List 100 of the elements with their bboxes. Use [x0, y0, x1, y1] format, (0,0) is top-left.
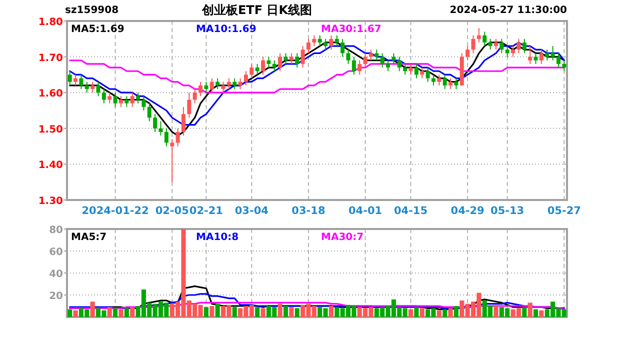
candlestick — [118, 96, 123, 108]
bar — [124, 308, 129, 317]
candlestick — [476, 28, 481, 43]
candlestick — [295, 52, 300, 68]
bar — [522, 307, 527, 317]
x-tick-label: 04-15 — [394, 205, 428, 217]
bar — [260, 308, 266, 317]
candlestick — [306, 38, 310, 54]
bar — [528, 302, 532, 317]
bar — [204, 307, 208, 317]
y-tick-label: 1.50 — [38, 124, 64, 136]
candlestick — [74, 74, 78, 86]
text: sz159908 — [65, 5, 119, 16]
y-tick-label: 40 — [49, 269, 64, 280]
y-tick-label: 1.40 — [38, 160, 64, 172]
candlestick — [272, 60, 276, 72]
bar — [494, 304, 498, 317]
candlestick — [442, 74, 447, 90]
bar — [278, 304, 282, 317]
text: MA10:1.69 — [196, 24, 256, 35]
candlestick — [505, 46, 510, 58]
candlestick — [312, 34, 316, 47]
candlestick — [488, 38, 492, 50]
bar — [130, 307, 135, 317]
bar — [113, 308, 118, 317]
text: MA5:7 — [71, 232, 107, 243]
chart-title: 创业板ETF 日K线图 — [200, 3, 312, 17]
candlestick — [324, 38, 328, 50]
candlestick — [90, 81, 95, 94]
bar — [73, 310, 78, 317]
candlestick — [221, 81, 226, 94]
bar — [539, 310, 544, 317]
candlestick — [278, 52, 282, 72]
bar — [414, 307, 419, 317]
bar — [442, 309, 448, 317]
bar — [255, 307, 260, 317]
candlestick — [300, 46, 305, 68]
candlestick — [522, 38, 526, 54]
candlestick — [454, 78, 458, 90]
candlestick — [108, 92, 112, 104]
candlestick — [210, 78, 214, 94]
candlestick — [431, 74, 436, 86]
candlestick — [226, 78, 231, 90]
candlestick — [386, 60, 390, 72]
x-tick-label: 05-13 — [490, 205, 524, 217]
candlestick — [494, 38, 498, 50]
bar — [408, 309, 414, 317]
x-tick-label: 03-04 — [234, 205, 268, 217]
candlestick — [426, 67, 430, 82]
candlestick — [204, 81, 208, 94]
candlestick — [340, 38, 345, 58]
text: MA30:7 — [321, 232, 364, 243]
bar — [118, 309, 124, 317]
candlestick — [255, 63, 260, 76]
bar — [448, 308, 453, 317]
candlestick — [147, 102, 152, 122]
x-tick-label: 2024-01-22 — [82, 205, 149, 217]
candlestick — [334, 34, 339, 47]
candlestick — [261, 56, 266, 76]
candlestick — [545, 49, 550, 61]
candlestick — [284, 52, 288, 64]
candlestick — [528, 46, 532, 64]
candlestick — [511, 46, 516, 58]
candlestick — [329, 34, 334, 50]
y-tick-label: 1.70 — [38, 52, 64, 64]
candlestick — [500, 38, 504, 54]
x-tick-label: 04-01 — [348, 205, 382, 217]
candlestick — [516, 38, 521, 54]
x-tick-label: 03-18 — [292, 205, 326, 217]
candlestick — [84, 81, 89, 94]
y-tick-label: 1.60 — [38, 88, 64, 100]
y-tick-label: 1.80 — [38, 17, 64, 28]
bar — [232, 307, 237, 317]
candlestick — [368, 49, 373, 61]
candlestick — [250, 63, 254, 79]
candlestick — [170, 138, 174, 183]
x-tick-label: 05-27 — [547, 205, 581, 217]
candlestick — [363, 52, 368, 68]
candlestick — [192, 88, 197, 104]
candlestick — [244, 70, 248, 86]
bar — [90, 302, 95, 317]
candlestick — [471, 34, 476, 54]
x-tick-label: 02-05 — [155, 205, 189, 217]
candlestick — [448, 78, 453, 90]
candlestick — [142, 96, 146, 111]
bar — [215, 304, 220, 317]
text: MA30:1.67 — [321, 24, 382, 35]
candlestick — [482, 31, 487, 47]
candlestick — [380, 52, 384, 68]
candlestick — [176, 128, 180, 147]
candlestick — [187, 92, 192, 118]
candlestick — [289, 52, 294, 64]
candlestick — [420, 67, 424, 79]
text: MA10:8 — [196, 232, 239, 243]
candlestick — [153, 114, 158, 132]
bar — [68, 309, 72, 317]
text: MA5:1.69 — [71, 24, 124, 35]
candlestick — [96, 81, 100, 97]
candlestick — [136, 92, 140, 104]
candlestick — [466, 46, 470, 61]
